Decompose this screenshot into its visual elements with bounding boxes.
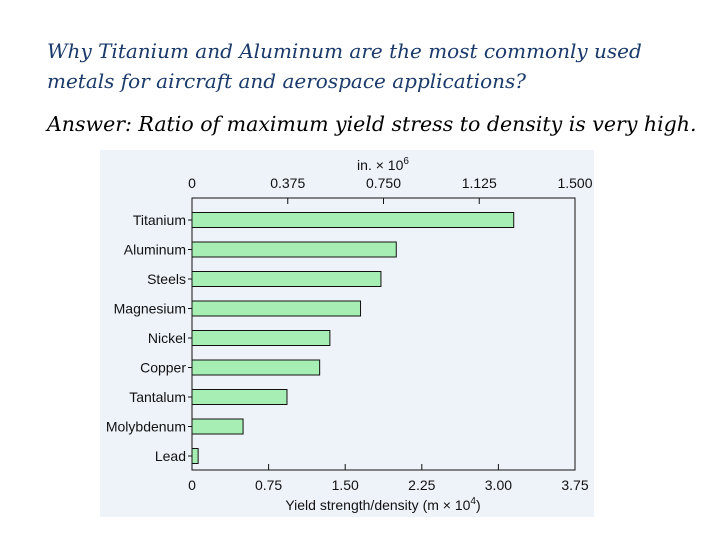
category-label: Aluminum [124, 242, 186, 258]
bar [191, 300, 362, 317]
bar-chart: in. × 106 Yield strength/density (m × 10… [106, 156, 593, 513]
category-label: Molybdenum [106, 419, 186, 435]
top-tick-label: 0.375 [270, 175, 305, 191]
x-tick-label: 2.25 [408, 477, 435, 493]
category-label: Lead [155, 448, 186, 464]
bar [191, 359, 321, 376]
x-tick-label: 3.00 [485, 477, 512, 493]
top-tick-label: 1.500 [557, 175, 592, 191]
bar [191, 389, 288, 405]
category-label: Copper [140, 360, 186, 376]
bar [191, 448, 199, 464]
x-tick-label: 3.75 [561, 477, 588, 493]
category-label: Tantalum [129, 389, 186, 405]
question-line-2: metals for aircraft and aerospace applic… [47, 69, 527, 93]
top-tick-label: 0 [188, 175, 196, 191]
bar [191, 212, 515, 228]
category-label: Nickel [148, 330, 186, 346]
top-axis-label: in. × 106 [357, 156, 409, 173]
chart-marks: 0 0.75 1.50 2.25 3.00 3.75 0 0.375 0.750 1.125 1.5… [106, 175, 593, 493]
bar [191, 241, 397, 258]
top-tick-label: 1.125 [462, 175, 497, 191]
x-tick-label: 0.75 [255, 477, 282, 493]
chart-figure: in. × 106 Yield strength/density (m × 10… [100, 150, 594, 517]
category-label: Titanium [133, 212, 186, 228]
category-label: Steels [147, 271, 186, 287]
bar [191, 418, 244, 435]
question-text: Why Titanium and Aluminum are the most c… [47, 36, 707, 96]
answer-text: Answer: Ratio of maximum yield stress to… [47, 112, 697, 136]
category-label: Magnesium [114, 301, 186, 317]
bar [191, 271, 382, 287]
bar [191, 330, 331, 346]
question-line-1: Why Titanium and Aluminum are the most c… [47, 39, 642, 63]
top-tick-label: 0.750 [366, 175, 401, 191]
x-tick-label: 1.50 [332, 477, 359, 493]
x-tick-label: 0 [188, 477, 196, 493]
x-axis-label: Yield strength/density (m × 104) [285, 496, 480, 513]
